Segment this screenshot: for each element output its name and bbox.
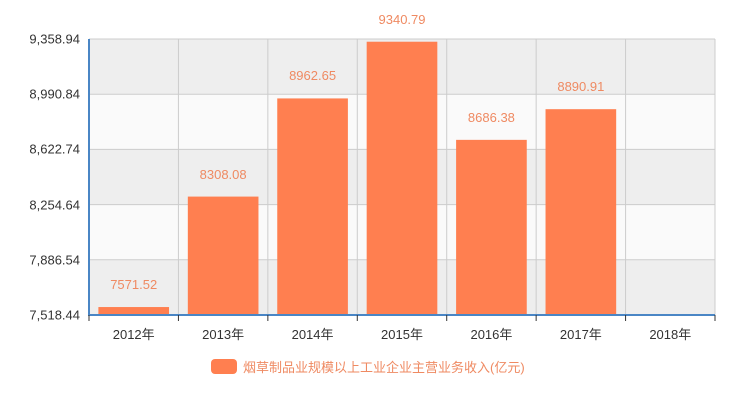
bar-value-label: 8308.08 [199,166,247,182]
x-tick-label: 2015年 [381,327,423,342]
bar [98,307,170,315]
x-tick-label: 2014年 [291,327,334,342]
y-tick-label: 7,886.54 [29,252,80,268]
y-tick-label: 8,254.64 [29,197,80,213]
x-tick-label: 2013年 [202,327,245,342]
bar-value-label: 9340.79 [378,11,426,27]
bar [456,139,527,315]
y-tick-label: 8,990.84 [29,86,80,102]
bar-value-label: 8890.91 [557,79,605,95]
bar-value-label: 8686.38 [467,109,515,125]
legend-label: 烟草制品业规模以上工业企业主营业务收入(亿元) [243,360,525,375]
x-tick-label: 2018年 [649,327,692,342]
bar-value-label: 7571.52 [110,277,158,293]
bar [366,41,438,315]
legend-swatch-icon [211,359,237,374]
bar [277,98,348,315]
bar [545,109,617,315]
y-tick-label: 9,358.94 [29,31,80,47]
x-tick-label: 2016年 [470,327,513,342]
y-tick-label: 7,518.44 [29,307,80,323]
x-tick-label: 2017年 [559,327,602,342]
bar-value-label: 8962.65 [289,68,337,84]
y-tick-label: 8,622.74 [29,141,80,157]
bar [187,196,259,315]
x-tick-label: 2012年 [112,327,155,342]
legend[interactable]: 烟草制品业规模以上工业企业主营业务收入(亿元) [211,357,525,376]
